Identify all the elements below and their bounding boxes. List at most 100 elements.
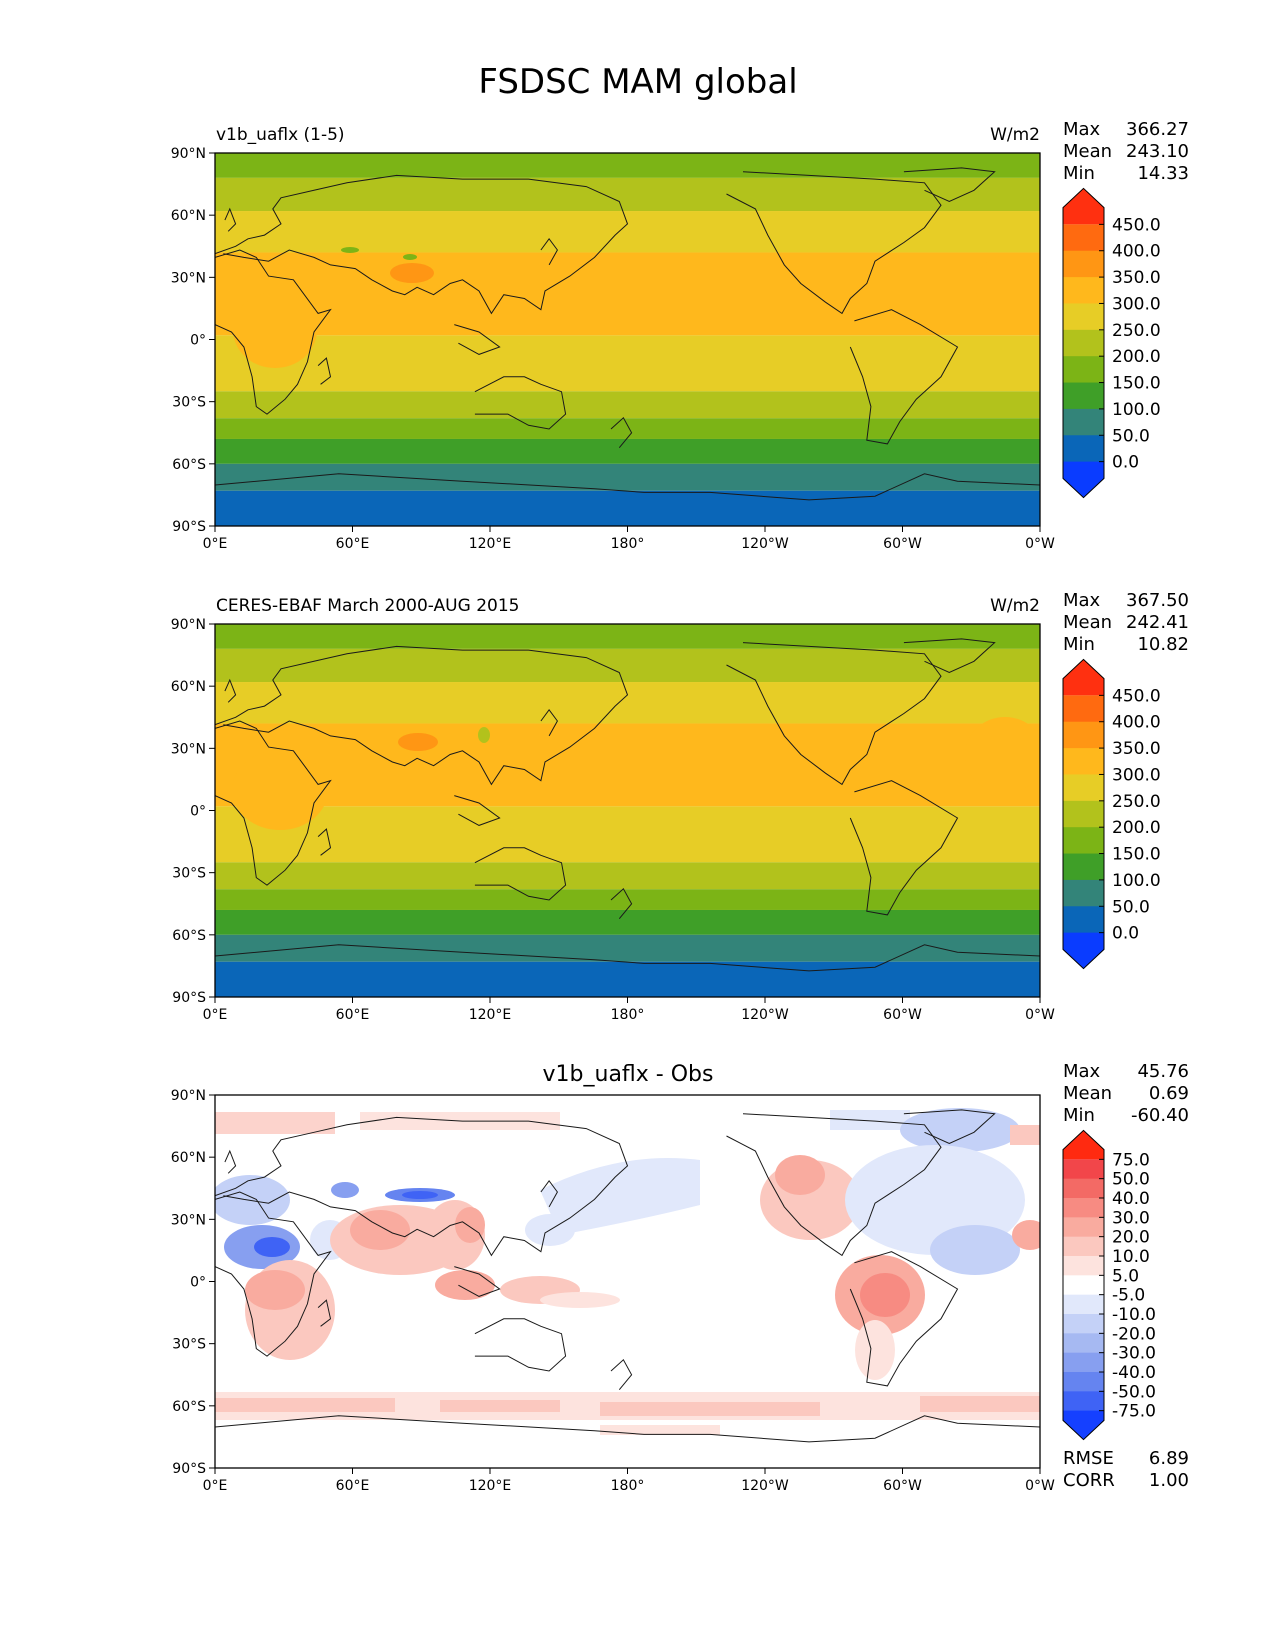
colorbar-swatch: [1063, 382, 1104, 410]
lat-tick-label: 0°: [190, 333, 206, 349]
lon-tick-label: 60°W: [883, 1478, 922, 1494]
panel-2-mean-value: 242.41: [1126, 612, 1189, 633]
coastline: [474, 376, 567, 430]
lon-tick-label: 120°W: [741, 1007, 789, 1023]
lat-tick-label: 30°S: [172, 866, 206, 882]
panel-2-max-label: Max: [1063, 590, 1101, 611]
colorbar-swatch: [1063, 1352, 1104, 1373]
coastline: [215, 1116, 629, 1257]
panel-3-rmse-value: 6.89: [1149, 1448, 1189, 1469]
panel-2-stats: Max 367.50 Mean 242.41 Min 10.82: [1063, 590, 1189, 655]
panel-1-min-label: Min: [1063, 163, 1095, 184]
colorbar-label: 400.0: [1112, 713, 1161, 733]
contour-band: [215, 682, 1040, 724]
coastline: [215, 944, 1040, 972]
panel-1-regional-highs: [233, 247, 1040, 368]
lat-tick-label: 60°N: [171, 208, 206, 224]
panel-3-map: [215, 1095, 1040, 1468]
coastline: [474, 847, 567, 901]
colorbar-swatch: [1063, 1198, 1104, 1218]
lat-tick-label: 60°N: [171, 679, 206, 695]
coastline: [540, 1179, 558, 1208]
colorbar-label: 0.0: [1112, 453, 1139, 473]
panel-1-coastlines: [215, 167, 1040, 501]
colorbar-swatch: [1063, 408, 1104, 436]
colorbar-label: 200.0: [1112, 347, 1161, 367]
colorbar-swatch: [1063, 1275, 1104, 1296]
colorbar-label: 450.0: [1112, 215, 1161, 235]
colorbar-swatch: [1063, 1256, 1104, 1276]
panel-2-regional-highs: [232, 717, 1040, 830]
lat-tick-label: 90°S: [172, 990, 206, 1006]
colorbar-swatch: [1063, 356, 1104, 384]
contour-band: [215, 177, 1040, 212]
contour-band: [215, 391, 1040, 419]
coastline: [849, 780, 959, 916]
lon-tick-label: 120°E: [469, 1478, 512, 1494]
panel-2-min-label: Min: [1063, 634, 1095, 655]
panel-3: v1b_uaflx - Obs: [171, 1061, 1189, 1494]
contour-band: [215, 961, 1040, 997]
coastline: [317, 357, 332, 385]
coastline: [224, 207, 237, 232]
colorbar-label: -75.0: [1112, 1402, 1156, 1422]
colorbar-label: 40.0: [1112, 1189, 1150, 1209]
colorbar-swatch: [1063, 1410, 1104, 1440]
colorbar-label: 200.0: [1112, 818, 1161, 838]
colorbar-outline: [1062, 187, 1105, 499]
contour-band: [215, 335, 1040, 392]
panel-2-colorbar: 450.0 400.0 350.0 300.0 250.0 200.0 150.0 100.0…: [1062, 658, 1161, 970]
colorbar-swatch: [1063, 853, 1104, 881]
contour-band: [215, 153, 1040, 178]
lon-tick-label: 60°E: [336, 536, 370, 552]
panel-3-min-label: Min: [1063, 1105, 1095, 1126]
contour-band: [215, 862, 1040, 890]
colorbar-label: 450.0: [1112, 686, 1161, 706]
lon-tick-label: 60°E: [336, 1007, 370, 1023]
colorbar-label: 5.0: [1112, 1266, 1139, 1286]
colorbar-swatch: [1063, 188, 1104, 225]
colorbar-label: 100.0: [1112, 400, 1161, 420]
panel-2-max-value: 367.50: [1126, 590, 1189, 611]
colorbar-label: 350.0: [1112, 739, 1161, 759]
lon-tick-label: 180°: [611, 536, 645, 552]
lon-tick-label: 0°E: [203, 1478, 228, 1494]
panel-3-min-value: -60.40: [1131, 1105, 1189, 1126]
coastline: [903, 638, 996, 674]
lon-tick-label: 60°W: [883, 1007, 922, 1023]
panel-1-max-value: 366.27: [1126, 119, 1189, 140]
colorbar-label: 350.0: [1112, 268, 1161, 288]
panel-2-coastlines: [215, 638, 1040, 972]
colorbar-swatch: [1063, 774, 1104, 802]
contour-band: [215, 463, 1040, 491]
panel-2-mean-label: Mean: [1063, 612, 1112, 633]
lat-tick-label: 90°N: [171, 617, 206, 633]
lon-tick-label: 120°E: [469, 536, 512, 552]
colorbar-label: -20.0: [1112, 1324, 1156, 1344]
lat-tick-label: 90°N: [171, 1088, 206, 1104]
colorbar-label: 50.0: [1112, 897, 1150, 917]
coastline: [849, 309, 959, 445]
lat-tick-label: 30°N: [171, 741, 206, 757]
colorbar-label: -5.0: [1112, 1286, 1145, 1306]
contour-band: [215, 909, 1040, 935]
lon-tick-label: 0°E: [203, 1007, 228, 1023]
colorbar-swatch: [1063, 1236, 1104, 1257]
panel-3-rmse-label: RMSE: [1063, 1448, 1114, 1469]
colorbar-swatch: [1063, 827, 1104, 855]
contour-band: [215, 934, 1040, 962]
colorbar-label: 250.0: [1112, 792, 1161, 812]
colorbar-swatch: [1063, 1159, 1104, 1180]
colorbar-swatch: [1063, 659, 1104, 696]
panel-1-mean-value: 243.10: [1126, 141, 1189, 162]
coastline: [849, 1251, 959, 1387]
colorbar-label: 100.0: [1112, 871, 1161, 891]
panel-2-min-value: 10.82: [1137, 634, 1189, 655]
panel-2-title: CERES-EBAF March 2000-AUG 2015: [216, 596, 519, 616]
contour-band: [215, 211, 1040, 253]
coastline: [610, 1359, 633, 1391]
lat-tick-label: 60°S: [172, 928, 206, 944]
colorbar-swatch: [1063, 250, 1104, 278]
panel-3-title: v1b_uaflx - Obs: [543, 1062, 714, 1087]
